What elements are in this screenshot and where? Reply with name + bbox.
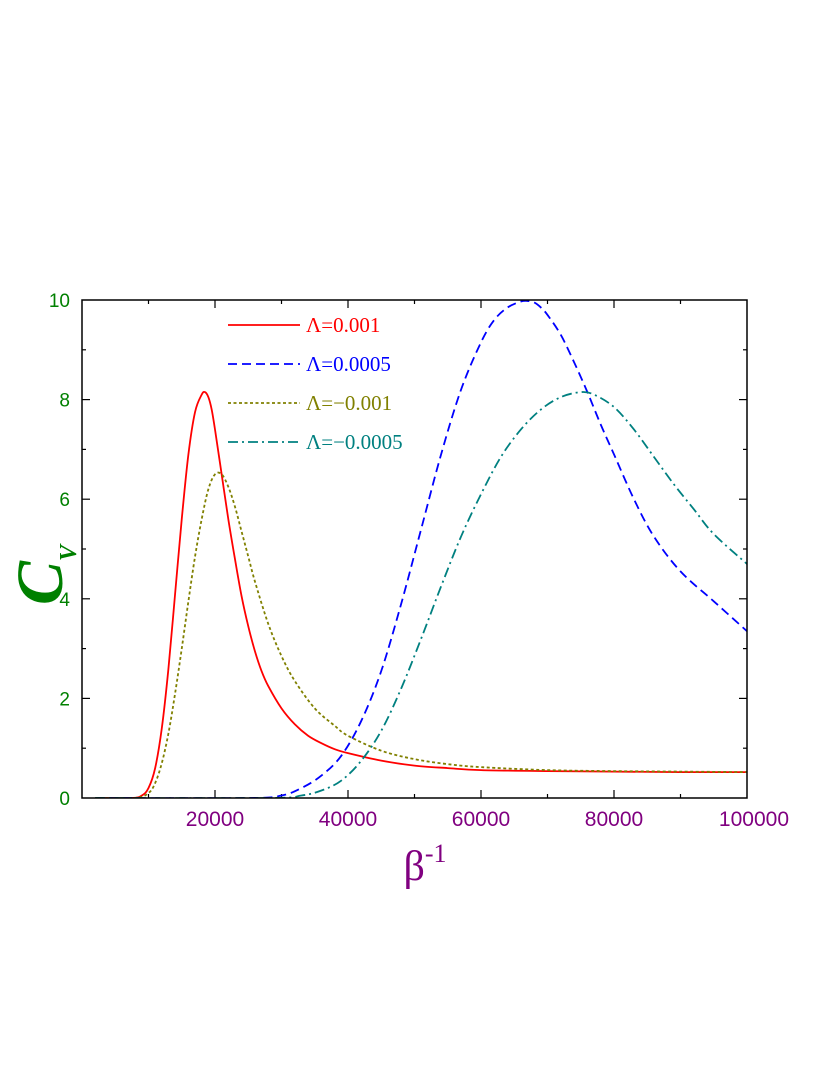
y-tick-label: 0 [59,789,70,810]
x-axis-ticks [147,300,682,798]
y-axis-title: CV [4,543,82,605]
legend-label: Λ=0.001 [306,313,380,337]
series-line-4 [95,391,747,798]
x-tick-label: 80000 [585,808,643,831]
y-axis-title-base: C [4,560,77,605]
series-line-2 [95,300,747,798]
series-line-1 [95,390,747,798]
x-tick-label: 60000 [452,808,510,831]
y-tick-label: 4 [59,590,70,611]
y-tick-label: 10 [49,291,70,312]
y-tick-label: 6 [59,490,70,511]
x-tick-label: 100000 [719,808,789,831]
legend-label: Λ=−0.0005 [306,430,403,454]
y-axis-ticks [82,349,747,749]
legend: Λ=0.001 Λ=0.0005 Λ=−0.001 Λ=−0.0005 [228,313,403,454]
y-tick-label: 8 [59,391,70,412]
legend-label: Λ=−0.001 [306,391,392,415]
series-line-3 [95,471,747,798]
x-tick-label: 40000 [319,808,377,831]
y-tick-label: 2 [59,689,70,710]
x-axis-title: β-1 [403,839,446,890]
x-axis-title-base: β [403,844,424,890]
y-axis-tick-labels: 0 2 4 6 8 10 [49,291,71,810]
plot-frame [81,299,748,799]
x-axis-title-sup: -1 [425,839,447,868]
series-lines [95,300,747,798]
legend-label: Λ=0.0005 [306,352,391,376]
x-axis-tick-labels: 20000 40000 60000 80000 100000 [186,808,789,831]
y-axis-title-sub: V [56,543,82,561]
x-tick-label: 20000 [186,808,244,831]
